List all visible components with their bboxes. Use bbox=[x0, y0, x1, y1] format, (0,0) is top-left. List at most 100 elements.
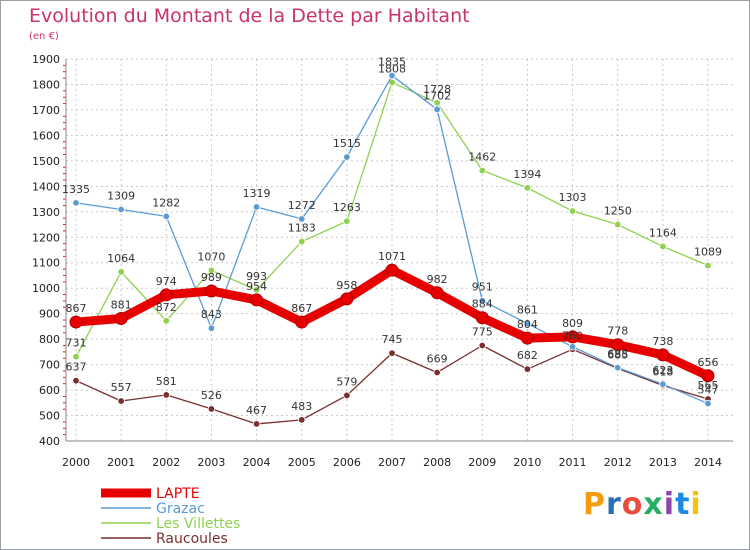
chart-title: Evolution du Montant de la Dette par Hab… bbox=[29, 5, 470, 27]
data-point-les-villettes bbox=[704, 261, 712, 270]
x-tick-label: 2002 bbox=[152, 456, 180, 469]
x-tick-label: 2011 bbox=[559, 456, 587, 469]
data-label-les-villettes: 1064 bbox=[107, 252, 135, 265]
data-label-raucoules: 579 bbox=[336, 375, 357, 388]
x-tick-label: 2009 bbox=[468, 456, 496, 469]
data-point-lapte bbox=[520, 331, 534, 345]
data-point-lapte bbox=[701, 369, 715, 383]
data-label-les-villettes: 1183 bbox=[288, 222, 316, 235]
data-label-grazac: 1835 bbox=[378, 56, 406, 69]
data-point-les-villettes bbox=[614, 220, 622, 229]
y-tick-label: 1600 bbox=[32, 129, 60, 142]
legend-label-lapte: LAPTE bbox=[156, 486, 200, 502]
legend-label-raucoules: Raucoules bbox=[156, 531, 228, 547]
data-point-grazac bbox=[478, 296, 486, 305]
data-point-grazac bbox=[298, 215, 306, 223]
data-label-raucoules: 775 bbox=[472, 326, 493, 339]
x-tick-label: 2001 bbox=[107, 456, 135, 469]
data-label-lapte: 884 bbox=[472, 298, 493, 311]
data-point-grazac bbox=[704, 399, 712, 408]
data-point-grazac bbox=[117, 205, 125, 214]
data-label-grazac: 951 bbox=[472, 281, 493, 294]
y-axis: 400 500 600 700 800 900 1000 1100 1200 1300 1400 15… bbox=[32, 53, 67, 448]
data-point-grazac bbox=[207, 324, 216, 332]
legend-label-grazac: Grazac bbox=[156, 501, 205, 517]
data-label-les-villettes: 1263 bbox=[333, 201, 361, 214]
grid bbox=[66, 58, 733, 442]
data-label-les-villettes: 872 bbox=[156, 301, 177, 314]
data-label-les-villettes: 1808 bbox=[378, 62, 406, 75]
x-tick-label: 2008 bbox=[423, 456, 451, 469]
data-label-raucoules: 557 bbox=[111, 381, 132, 394]
data-point-grazac bbox=[252, 203, 261, 211]
y-tick-label: 1700 bbox=[32, 104, 60, 117]
y-tick-label: 600 bbox=[39, 384, 60, 397]
x-tick-label: 2000 bbox=[62, 456, 90, 469]
data-point-les-villettes bbox=[659, 242, 667, 251]
data-label-raucoules: 467 bbox=[246, 404, 267, 417]
data-label-raucoules: 565 bbox=[698, 379, 719, 392]
data-label-les-villettes: 1250 bbox=[604, 205, 632, 218]
data-label-lapte: 809 bbox=[562, 317, 583, 330]
data-label-grazac: 688 bbox=[607, 348, 628, 361]
x-tick-label: 2006 bbox=[333, 456, 361, 469]
data-label-les-villettes: 1089 bbox=[694, 246, 722, 259]
data-point-les-villettes bbox=[207, 266, 216, 275]
data-point-grazac bbox=[433, 105, 441, 114]
data-label-raucoules: 618 bbox=[652, 365, 673, 378]
data-label-raucoules: 760 bbox=[562, 329, 583, 342]
data-label-les-villettes: 731 bbox=[66, 337, 87, 350]
data-point-lapte bbox=[611, 338, 625, 352]
y-tick-label: 1000 bbox=[32, 282, 60, 295]
data-point-grazac bbox=[72, 199, 80, 207]
y-tick-label: 1800 bbox=[32, 78, 60, 91]
data-point-les-villettes bbox=[343, 217, 351, 225]
y-tick-label: 500 bbox=[39, 410, 60, 423]
y-tick-label: 1300 bbox=[32, 206, 60, 219]
data-point-raucoules bbox=[343, 391, 351, 400]
data-point-les-villettes bbox=[117, 268, 125, 276]
x-tick-label: 2005 bbox=[288, 456, 316, 469]
data-label-lapte: 982 bbox=[427, 273, 448, 286]
data-label-grazac: 1309 bbox=[107, 190, 135, 203]
data-point-raucoules bbox=[72, 376, 80, 385]
data-point-grazac bbox=[659, 380, 667, 388]
data-label-grazac: 547 bbox=[698, 384, 719, 397]
data-label-les-villettes: 1462 bbox=[468, 151, 496, 164]
y-tick-label: 1400 bbox=[32, 180, 60, 193]
data-label-raucoules: 637 bbox=[66, 361, 87, 374]
data-point-lapte bbox=[475, 311, 489, 325]
data-label-lapte: 958 bbox=[336, 279, 357, 292]
data-point-lapte bbox=[566, 330, 580, 344]
data-point-lapte bbox=[295, 315, 309, 329]
data-label-lapte: 974 bbox=[156, 275, 177, 288]
chart-subtitle: (en €) bbox=[29, 31, 59, 42]
y-tick-label: 900 bbox=[39, 308, 60, 321]
series-layer bbox=[69, 71, 715, 428]
data-point-grazac bbox=[614, 363, 622, 372]
data-point-les-villettes bbox=[523, 184, 532, 192]
data-label-grazac: 1702 bbox=[423, 89, 451, 102]
x-tick-label: 2004 bbox=[243, 456, 271, 469]
proxiti-logo: Proxiti bbox=[583, 487, 702, 522]
data-point-les-villettes bbox=[478, 166, 486, 175]
data-point-raucoules bbox=[433, 368, 441, 377]
y-tick-label: 1100 bbox=[32, 257, 60, 270]
x-tick-label: 2010 bbox=[513, 456, 541, 469]
data-label-grazac: 1272 bbox=[288, 199, 316, 212]
data-label-grazac: 1282 bbox=[152, 196, 180, 209]
legend-label-les-villettes: Les Villettes bbox=[156, 516, 240, 532]
data-point-les-villettes bbox=[162, 317, 170, 325]
data-point-lapte bbox=[69, 315, 83, 329]
data-point-raucoules bbox=[252, 420, 261, 428]
data-label-les-villettes: 993 bbox=[246, 270, 267, 283]
y-tick-label: 1500 bbox=[32, 155, 60, 168]
data-label-lapte: 881 bbox=[111, 299, 132, 312]
data-labels: 867 881 974 989 954 867 958 1071 982 884 804 809 778… bbox=[62, 56, 722, 417]
y-tick-label: 400 bbox=[39, 435, 60, 448]
data-point-grazac bbox=[343, 153, 351, 161]
data-label-lapte: 954 bbox=[246, 280, 267, 293]
